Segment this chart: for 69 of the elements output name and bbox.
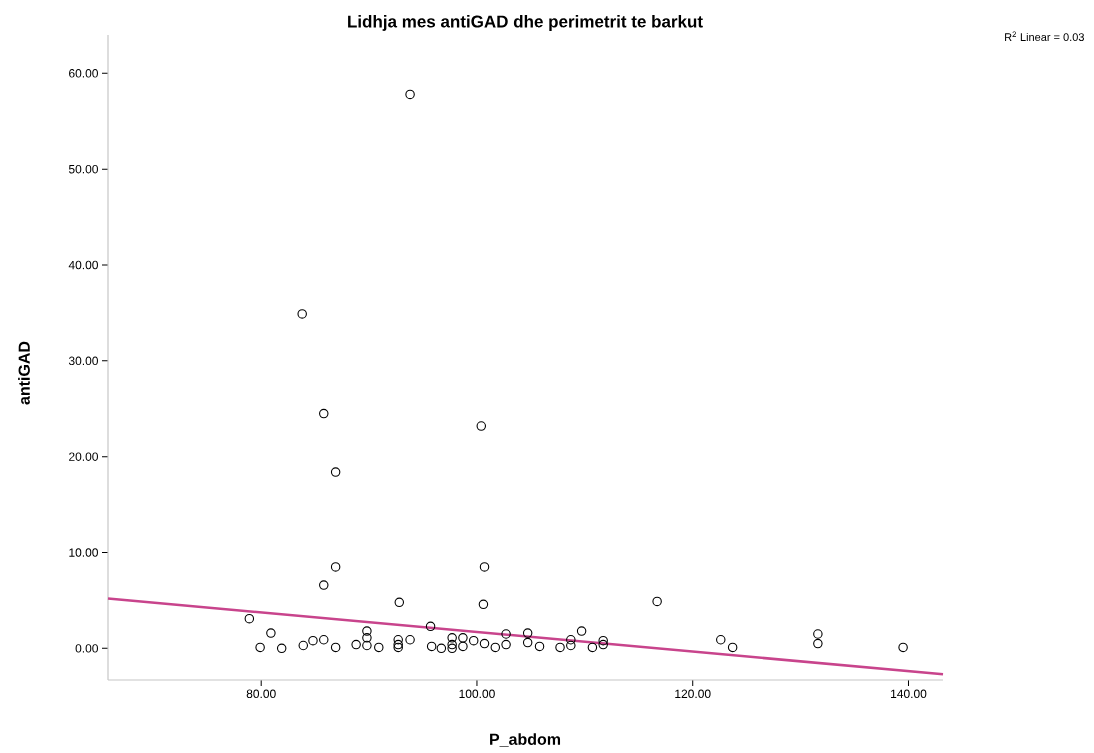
point [319,635,329,645]
point [458,633,468,643]
point [587,642,598,653]
x-tick-label: 120.00 [675,689,711,699]
point [652,596,662,607]
point [425,621,436,632]
point [716,635,726,645]
point [330,562,341,572]
point [393,635,403,645]
x-tick-label: 140.00 [891,689,927,699]
point [447,639,457,650]
point [436,643,447,654]
point [598,639,608,650]
point [266,628,276,638]
point [813,638,823,649]
point [478,599,489,610]
y-tick-label: 10.00 [69,548,98,557]
point [362,633,372,643]
point [308,635,318,646]
point [394,597,405,608]
point [522,628,533,638]
point [405,89,415,100]
point [276,643,287,654]
y-tick-label: 50.00 [68,164,98,174]
point [297,309,307,319]
point [244,613,255,624]
point [405,635,415,645]
point [362,640,372,651]
point [255,642,265,653]
y-tick-label: 20.00 [69,452,98,461]
point [566,635,576,645]
y-tick-label: 60.00 [69,69,98,78]
point [813,629,823,639]
point [490,642,501,653]
text: R$^{2}$ Linear = 0.03 [1005,31,1084,41]
point [576,626,587,636]
point [501,639,511,650]
point [319,580,329,590]
x-axis-title: P_abdom [490,733,561,747]
x-tick-label: 80.00 [246,689,276,699]
point [447,633,457,643]
point [479,562,490,572]
point [598,635,608,646]
point [566,640,576,651]
point [319,408,329,419]
x-tick-label: 100.00 [459,689,495,699]
y-tick-label: 30.00 [68,356,98,366]
point [522,637,533,648]
point [534,641,545,652]
point [476,421,487,431]
point [458,641,468,652]
point [374,642,384,653]
point [362,626,372,636]
point [468,635,479,646]
point [727,642,738,653]
y-axis-title: antiGAD [18,341,30,405]
point [330,467,341,477]
point [330,642,341,653]
y-tick-label: 0.00 [75,644,98,653]
point [898,642,908,653]
point [501,629,511,639]
point [426,641,437,652]
chart-title: Lidhja mes antiGAD dhe perimetrit te barkut [348,15,703,31]
point [447,643,457,654]
y-tick-label: 40.00 [68,260,98,270]
point [351,639,361,650]
point [298,640,309,651]
point [555,642,565,653]
point [479,638,490,649]
